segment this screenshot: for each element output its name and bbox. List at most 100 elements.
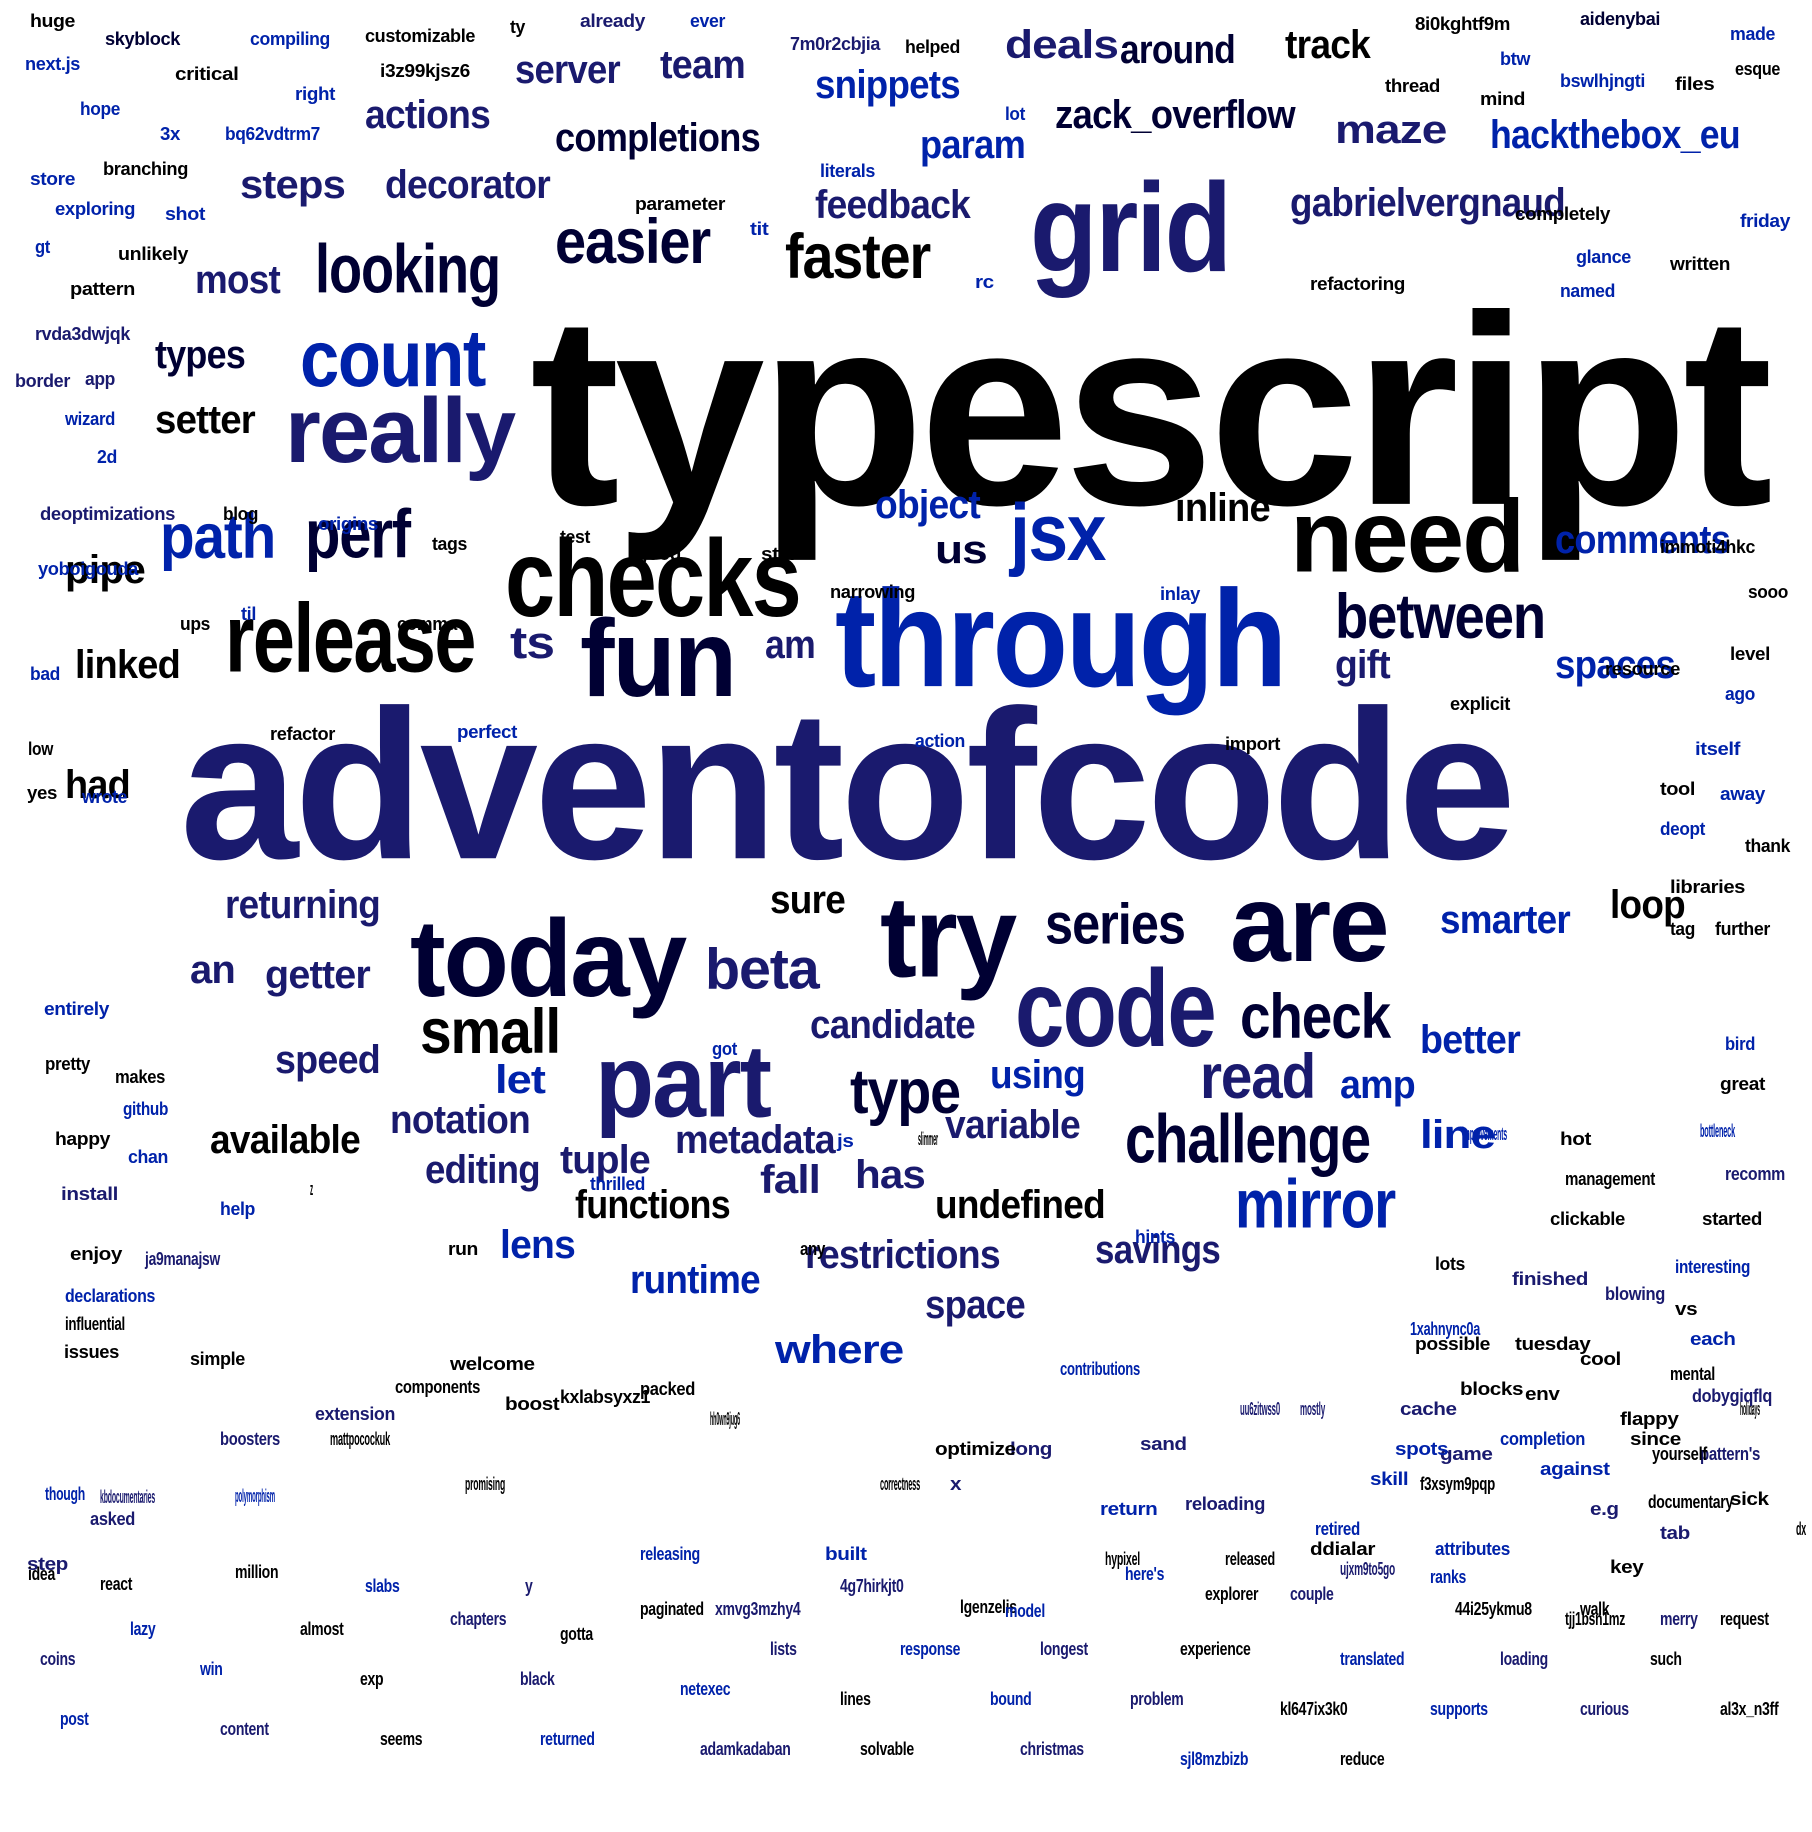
cloud-word: comma <box>397 614 458 634</box>
cloud-word: gt <box>35 237 50 257</box>
cloud-word: lens <box>500 1223 576 1267</box>
cloud-word: using <box>990 1053 1086 1097</box>
cloud-word: tool <box>1660 779 1695 799</box>
cloud-word: good <box>636 544 682 564</box>
cloud-word: next.js <box>25 54 81 74</box>
cloud-word: coins <box>40 1649 76 1669</box>
cloud-word: dobygiqflq <box>1692 1386 1772 1406</box>
cloud-word: paginated <box>640 1599 704 1619</box>
cloud-word: idea <box>28 1564 55 1584</box>
cloud-word: blocks <box>1460 1379 1524 1399</box>
cloud-word: env <box>1525 1384 1560 1404</box>
cloud-word: 8i0kghtf9m <box>1415 14 1511 34</box>
cloud-word: declarations <box>65 1286 156 1306</box>
cloud-word: actions <box>365 93 491 137</box>
cloud-word: ups <box>180 614 210 634</box>
cloud-word: experience <box>1180 1639 1251 1659</box>
cloud-word: getter <box>265 953 371 997</box>
cloud-word: hints <box>1135 1227 1176 1247</box>
cloud-word: optimize <box>935 1439 1016 1459</box>
cloud-word: flappy <box>1620 1409 1679 1429</box>
cloud-word: named <box>1560 281 1615 301</box>
cloud-word: param <box>920 123 1026 167</box>
cloud-word: f3xsym9pqp <box>1420 1474 1495 1494</box>
cloud-word: recomm <box>1725 1164 1786 1184</box>
cloud-word: kl647ix3k0 <box>1280 1699 1348 1719</box>
cloud-word: narrowing <box>830 582 916 602</box>
cloud-word: helped <box>905 37 961 57</box>
cloud-word: e.g <box>1590 1499 1619 1519</box>
cloud-word: setter <box>155 398 256 442</box>
cloud-word: server <box>515 48 621 92</box>
cloud-word: compiling <box>250 29 330 49</box>
cloud-word: kxlabsyxz1 <box>560 1387 651 1407</box>
cloud-word: thank <box>1745 836 1791 856</box>
cloud-word: yourself <box>1652 1444 1708 1464</box>
cloud-word: bird <box>1725 1034 1755 1054</box>
cloud-word: made <box>1730 24 1776 44</box>
cloud-word: help <box>220 1199 255 1219</box>
cloud-word: any <box>800 1239 825 1259</box>
cloud-word: notation <box>390 1098 531 1142</box>
cloud-word: esque <box>1735 59 1781 79</box>
cloud-word: looking <box>315 230 501 308</box>
cloud-word: pipe <box>65 548 146 592</box>
cloud-word: customizable <box>365 26 476 46</box>
cloud-word: gift <box>1335 643 1391 687</box>
cloud-word: bound <box>990 1689 1032 1709</box>
cloud-word: typescript <box>530 258 1773 562</box>
cloud-word: jsx <box>1010 487 1106 578</box>
cloud-word: faster <box>785 220 931 292</box>
cloud-word: challenge <box>1125 1100 1371 1178</box>
cloud-word: enjoy <box>70 1244 123 1264</box>
cloud-word: candidate <box>810 1003 976 1047</box>
cloud-word: origins <box>318 514 379 534</box>
cloud-word: lists <box>770 1639 797 1659</box>
cloud-word: request <box>1720 1609 1769 1629</box>
cloud-word: response <box>900 1639 961 1659</box>
cloud-word: solvable <box>860 1739 914 1759</box>
cloud-word: ranks <box>1430 1567 1467 1587</box>
cloud-word: zack_overflow <box>1055 93 1296 137</box>
cloud-word: happy <box>55 1129 111 1149</box>
cloud-word: savings <box>1095 1228 1221 1272</box>
cloud-word: reduce <box>1340 1749 1385 1769</box>
cloud-word: path <box>160 500 276 572</box>
cloud-word: friday <box>1740 211 1790 231</box>
cloud-word: long <box>1010 1439 1053 1459</box>
cloud-word: influential <box>65 1314 125 1334</box>
cloud-word: steps <box>240 163 346 207</box>
cloud-word: team <box>660 43 746 87</box>
cloud-word: speed <box>275 1038 381 1082</box>
cloud-word: netexec <box>680 1679 731 1699</box>
cloud-word: react <box>100 1574 133 1594</box>
cloud-word: spaces <box>1555 643 1676 687</box>
cloud-word: contributions <box>1060 1359 1140 1379</box>
cloud-word: adventofcode <box>180 667 1516 905</box>
cloud-word: mind <box>1480 89 1526 109</box>
cloud-word: post <box>60 1709 89 1729</box>
cloud-word: attributes <box>1435 1539 1510 1559</box>
cloud-word: refactor <box>270 724 335 744</box>
cloud-word: here's <box>1125 1564 1165 1584</box>
cloud-word: such <box>1650 1649 1682 1669</box>
cloud-word: content <box>220 1719 269 1739</box>
cloud-word: mostly <box>1300 1399 1326 1419</box>
cloud-word: kbdocumentaries <box>100 1487 156 1507</box>
cloud-word: let <box>495 1058 546 1102</box>
cloud-word: run <box>448 1239 478 1259</box>
cloud-word: lot <box>1005 104 1026 124</box>
cloud-word: lines <box>840 1689 871 1709</box>
cloud-word: black <box>520 1669 555 1689</box>
cloud-word: github <box>123 1099 169 1119</box>
cloud-word: code <box>1015 948 1217 1070</box>
cloud-word: mental <box>1670 1364 1716 1384</box>
cloud-word: install <box>61 1184 118 1204</box>
cloud-word: welcome <box>450 1354 535 1374</box>
cloud-word: returned <box>540 1729 595 1749</box>
cloud-word: tab <box>1660 1523 1690 1543</box>
cloud-word: dx <box>1795 1519 1806 1539</box>
cloud-word: vs <box>1675 1299 1698 1319</box>
cloud-word: huge <box>30 11 76 31</box>
